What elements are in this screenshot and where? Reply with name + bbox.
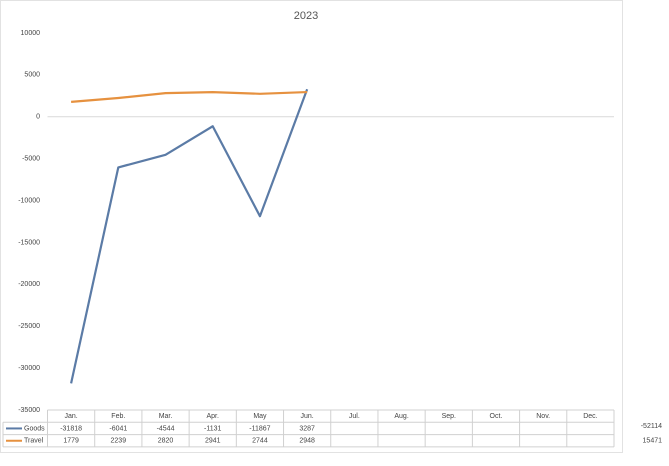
- y-tick-label: -30000: [18, 365, 40, 372]
- y-tick-label: 5000: [24, 72, 40, 79]
- x-tick-label: Jun.: [301, 413, 314, 420]
- table-value: 2744: [252, 438, 268, 445]
- row-total: 15471: [643, 437, 663, 444]
- x-tick-label: Oct.: [490, 413, 503, 420]
- y-tick-label: -25000: [18, 323, 40, 330]
- x-tick-label: Sep.: [442, 413, 456, 420]
- table-value: 2239: [111, 438, 127, 445]
- x-tick-label: Aug.: [394, 413, 408, 420]
- chart-title: 2023: [294, 10, 318, 22]
- legend-label: Travel: [24, 438, 44, 445]
- table-value: 2948: [299, 438, 315, 445]
- row-total: -52114: [641, 423, 662, 430]
- series-line: [71, 90, 308, 103]
- table-value: 3287: [299, 425, 315, 432]
- table-value: 2820: [158, 438, 174, 445]
- y-tick-label: 10000: [21, 30, 41, 37]
- x-tick-label: Dec.: [583, 413, 597, 420]
- table-value: 1779: [63, 438, 79, 445]
- x-tick-label: Feb.: [111, 413, 125, 420]
- table-value: -1131: [204, 425, 221, 432]
- x-tick-label: Mar.: [159, 413, 173, 420]
- y-tick-label: 0: [36, 114, 40, 121]
- table-value: -31818: [60, 425, 82, 432]
- legend-label: Goods: [24, 425, 45, 432]
- x-tick-label: Nov.: [536, 413, 550, 420]
- chart-border: [0, 0, 623, 453]
- y-tick-label: -10000: [18, 197, 40, 204]
- x-tick-label: May: [253, 413, 267, 420]
- y-tick-label: -15000: [18, 239, 40, 246]
- table-value: -11867: [249, 425, 270, 432]
- x-tick-label: Apr.: [207, 413, 220, 420]
- y-tick-label: -35000: [18, 407, 40, 414]
- series-line: [70, 88, 309, 384]
- y-tick-label: -20000: [18, 281, 40, 288]
- x-tick-label: Jul.: [349, 413, 360, 420]
- x-tick-label: Jan.: [64, 413, 77, 420]
- y-tick-label: -5000: [22, 156, 40, 163]
- table-value: -6041: [109, 425, 127, 432]
- table-value: 2941: [205, 438, 221, 445]
- table-value: -4544: [157, 425, 175, 432]
